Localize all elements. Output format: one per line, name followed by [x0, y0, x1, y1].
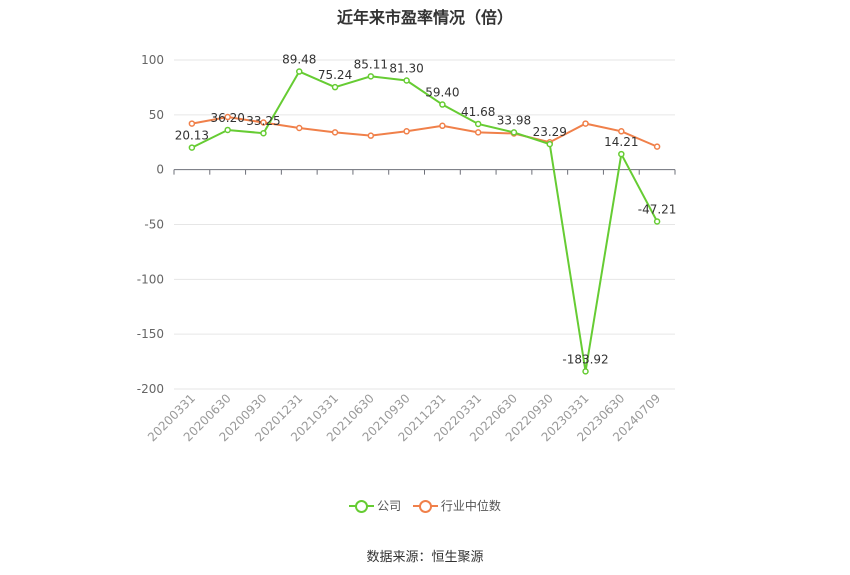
data-point-company [439, 101, 446, 108]
data-point-company [367, 73, 375, 80]
data-point-company [474, 120, 482, 128]
data-point-industry-median [618, 128, 625, 135]
data-point-industry-median [331, 129, 339, 136]
data-point-company [403, 77, 410, 84]
gridlines [174, 59, 675, 390]
y-tick-label: -100 [137, 272, 164, 286]
data-point-company [331, 83, 339, 91]
data-point-company [296, 68, 303, 75]
data-point-company [260, 129, 267, 137]
data-point-company [653, 218, 661, 225]
data-label-company: 33.98 [497, 113, 531, 127]
data-point-industry-median [474, 129, 482, 136]
data-point-company [618, 150, 625, 158]
legend: 公司 行业中位数 [0, 497, 850, 514]
data-point-industry-median [367, 132, 375, 139]
data-label-company: 20.13 [175, 129, 209, 143]
data-point-industry-median [188, 120, 196, 127]
y-tick-label: -50 [144, 218, 164, 232]
legend-item-company[interactable]: 公司 [349, 497, 401, 514]
legend-label-company: 公司 [377, 499, 402, 513]
y-tick-label: -200 [137, 382, 164, 396]
data-label-company: 33.25 [246, 114, 280, 128]
y-tick-label: 0 [156, 163, 164, 177]
data-point-company [546, 140, 553, 148]
legend-swatch-company [349, 499, 375, 513]
data-point-company [188, 144, 196, 151]
data-label-company: 81.30 [389, 62, 423, 76]
y-tick-label: -150 [137, 327, 164, 341]
legend-swatch-industry-median [412, 499, 438, 513]
data-label-company: -183.92 [562, 352, 608, 366]
series-line-company [191, 70, 658, 372]
legend-item-industry-median[interactable]: 行业中位数 [412, 497, 501, 514]
data-label-company: 85.11 [354, 57, 388, 71]
data-point-company [510, 129, 518, 136]
series [188, 68, 661, 375]
data-point-industry-median [260, 119, 267, 126]
y-tick-label: 50 [149, 108, 164, 122]
data-label-company: 59.40 [425, 86, 459, 100]
data-label-company: 23.29 [533, 125, 567, 139]
data-label-company: 89.48 [282, 53, 316, 67]
y-tick-label: 100 [141, 53, 164, 67]
data-label-company: 41.68 [461, 105, 495, 119]
data-point-industry-median [296, 124, 303, 132]
data-point-industry-median [582, 120, 589, 127]
data-point-industry-median [224, 113, 231, 121]
data-label-company: 75.24 [318, 68, 352, 82]
data-point-company [582, 368, 589, 375]
data-point-industry-median [653, 143, 661, 150]
data-point-industry-median [403, 128, 410, 135]
data-source: 数据来源：恒生聚源 [366, 550, 484, 565]
chart-title: 近年来市盈率情况（倍） [336, 8, 513, 27]
data-label-company: -47.21 [638, 202, 677, 216]
data-point-industry-median [439, 122, 446, 130]
data-label-company: 36.20 [210, 111, 244, 125]
data-point-company [224, 126, 231, 134]
data-label-company: 14.21 [604, 135, 638, 149]
legend-label-industry-median: 行业中位数 [440, 499, 501, 513]
